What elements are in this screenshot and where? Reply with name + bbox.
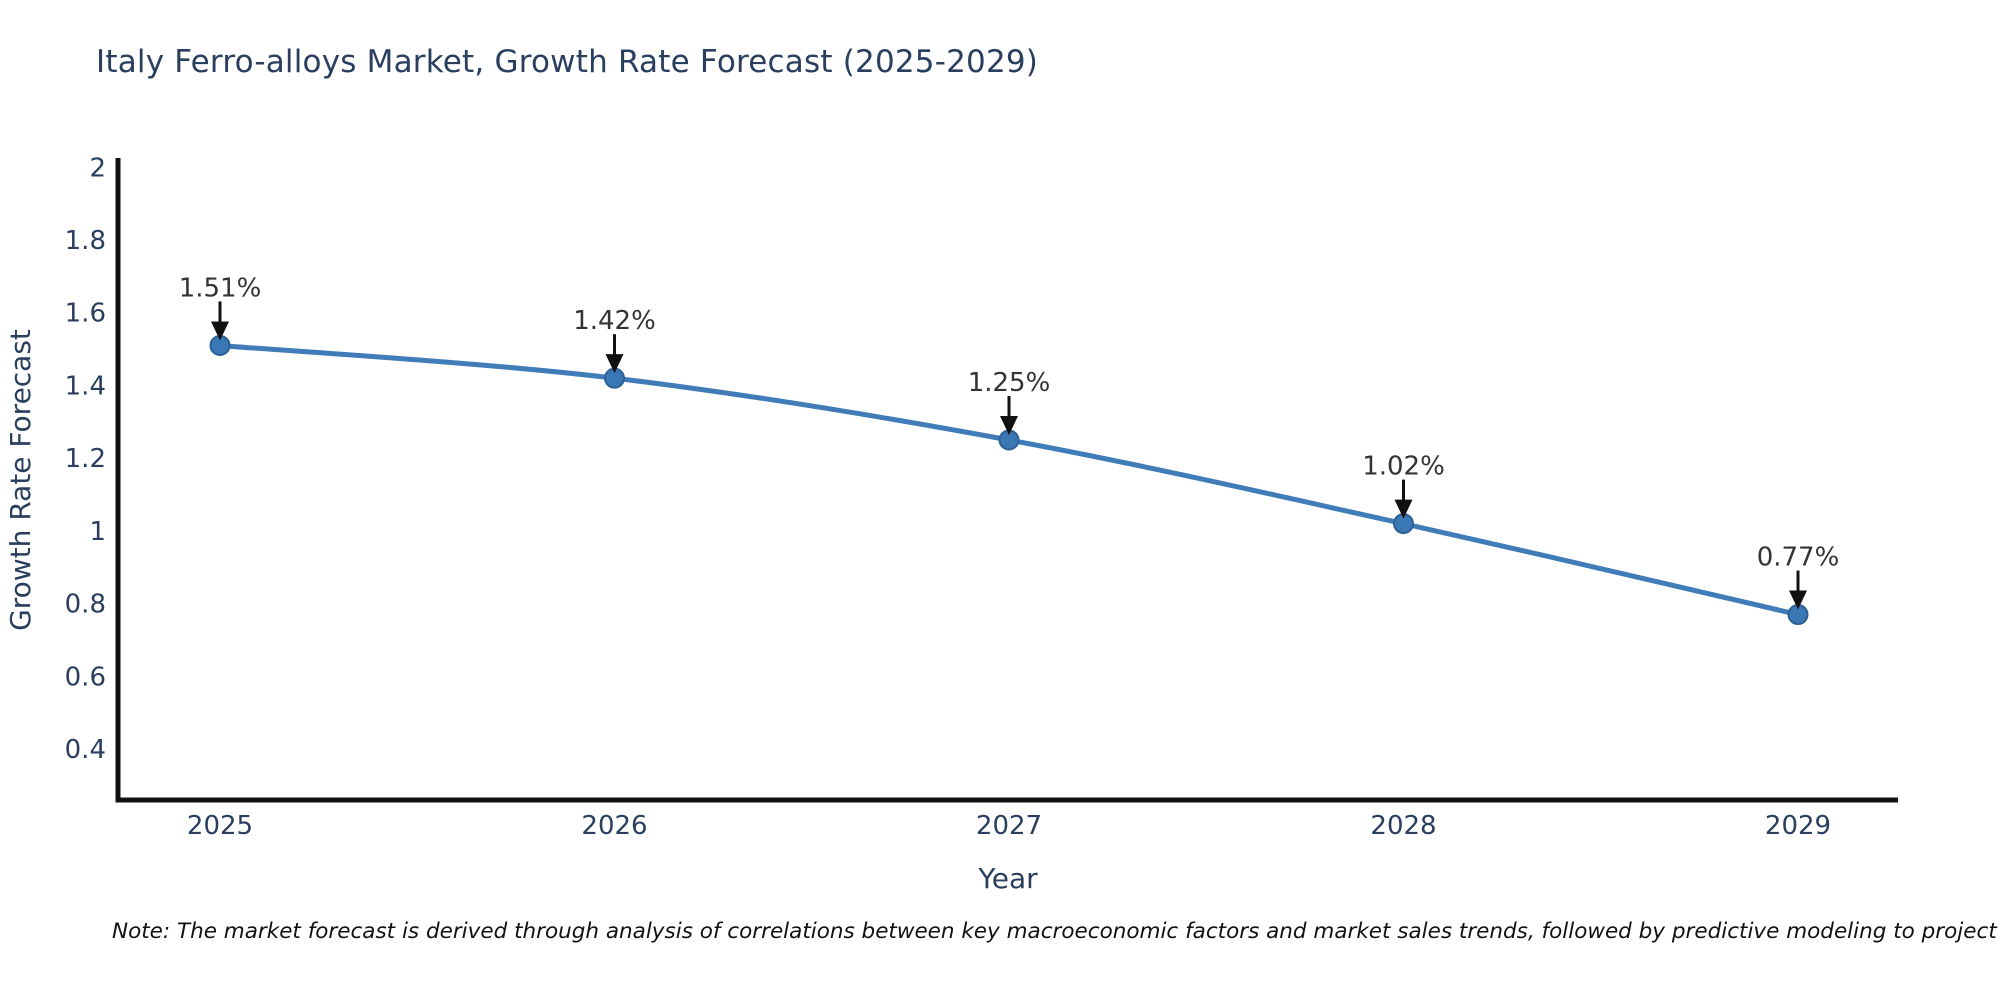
x-tick-label: 2028	[1370, 811, 1436, 841]
y-tick-label: 1.6	[65, 299, 106, 329]
y-tick-label: 0.8	[65, 590, 106, 620]
annotation-arrowhead	[1394, 499, 1413, 519]
x-tick-label: 2027	[976, 811, 1042, 841]
x-tick-label: 2026	[581, 811, 647, 841]
data-label: 1.02%	[1362, 452, 1445, 482]
annotation-arrowhead	[211, 321, 229, 341]
annotation-arrowhead	[1000, 416, 1018, 435]
data-label: 1.42%	[573, 306, 656, 336]
y-tick-label: 1.4	[65, 371, 106, 401]
x-axis-title: Year	[977, 862, 1038, 895]
data-label: 1.51%	[179, 273, 262, 303]
y-tick-label: 1.2	[65, 444, 106, 474]
y-axis-title: Growth Rate Forecast	[4, 329, 37, 631]
y-tick-label: 0.4	[65, 735, 106, 765]
x-tick-label: 2025	[187, 811, 253, 841]
chart-title: Italy Ferro-alloys Market, Growth Rate F…	[96, 44, 1039, 80]
data-label: 0.77%	[1757, 543, 1840, 573]
y-tick-label: 2	[89, 153, 106, 183]
x-tick-label: 2029	[1765, 811, 1831, 841]
data-label: 1.25%	[968, 368, 1051, 398]
y-tick-label: 1.8	[65, 226, 106, 256]
annotation-arrowhead	[1789, 590, 1807, 610]
y-tick-label: 0.6	[65, 662, 106, 692]
y-tick-label: 1	[89, 517, 106, 547]
footnote: Note: The market forecast is derived thr…	[112, 919, 2000, 944]
annotation-arrowhead	[605, 354, 624, 374]
